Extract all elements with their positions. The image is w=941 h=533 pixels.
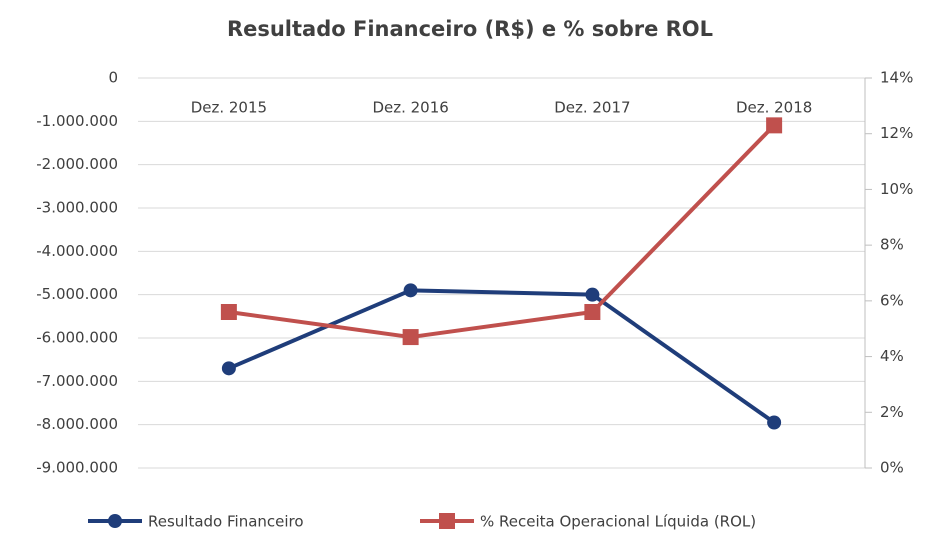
- legend-label: % Receita Operacional Líquida (ROL): [480, 513, 756, 531]
- chart-title: Resultado Financeiro (R$) e % sobre ROL: [227, 17, 713, 41]
- y-tick-label: -9.000.000: [36, 459, 118, 477]
- data-point: [402, 329, 419, 346]
- y2-tick-label: 6%: [880, 291, 904, 309]
- x-tick-label: Dez. 2017: [554, 99, 630, 117]
- data-point: [221, 361, 236, 376]
- data-point: [766, 117, 783, 134]
- legend-marker: [439, 513, 455, 529]
- data-point: [584, 304, 601, 320]
- y2-tick-label: 0%: [880, 459, 904, 477]
- y-tick-label: 0: [108, 69, 118, 87]
- y2-tick-label: 14%: [880, 69, 913, 87]
- series-line: [228, 288, 776, 425]
- y-tick-label: -2.000.000: [36, 155, 118, 173]
- y-tick-label: -1.000.000: [36, 112, 118, 130]
- y2-tick-label: 4%: [880, 347, 904, 365]
- y-tick-label: -6.000.000: [36, 329, 118, 347]
- data-point: [585, 287, 600, 302]
- x-tick-label: Dez. 2016: [372, 99, 448, 117]
- y2-tick-label: 8%: [880, 236, 904, 254]
- y-tick-label: -3.000.000: [36, 199, 118, 217]
- x-tick-label: Dez. 2015: [191, 99, 267, 117]
- x-tick-label: Dez. 2018: [736, 99, 812, 117]
- legend-label: Resultado Financeiro: [148, 513, 304, 531]
- y-tick-label: -5.000.000: [36, 285, 118, 303]
- y-tick-label: -8.000.000: [36, 415, 118, 433]
- legend-marker: [108, 514, 122, 528]
- y-tick-label: -7.000.000: [36, 372, 118, 390]
- data-point: [403, 283, 418, 298]
- y2-tick-label: 10%: [880, 180, 913, 198]
- y2-tick-label: 12%: [880, 124, 913, 142]
- data-point: [767, 415, 782, 430]
- data-point: [220, 304, 237, 320]
- series-line: [228, 123, 776, 340]
- y-tick-label: -4.000.000: [36, 242, 118, 260]
- y2-tick-label: 2%: [880, 403, 904, 421]
